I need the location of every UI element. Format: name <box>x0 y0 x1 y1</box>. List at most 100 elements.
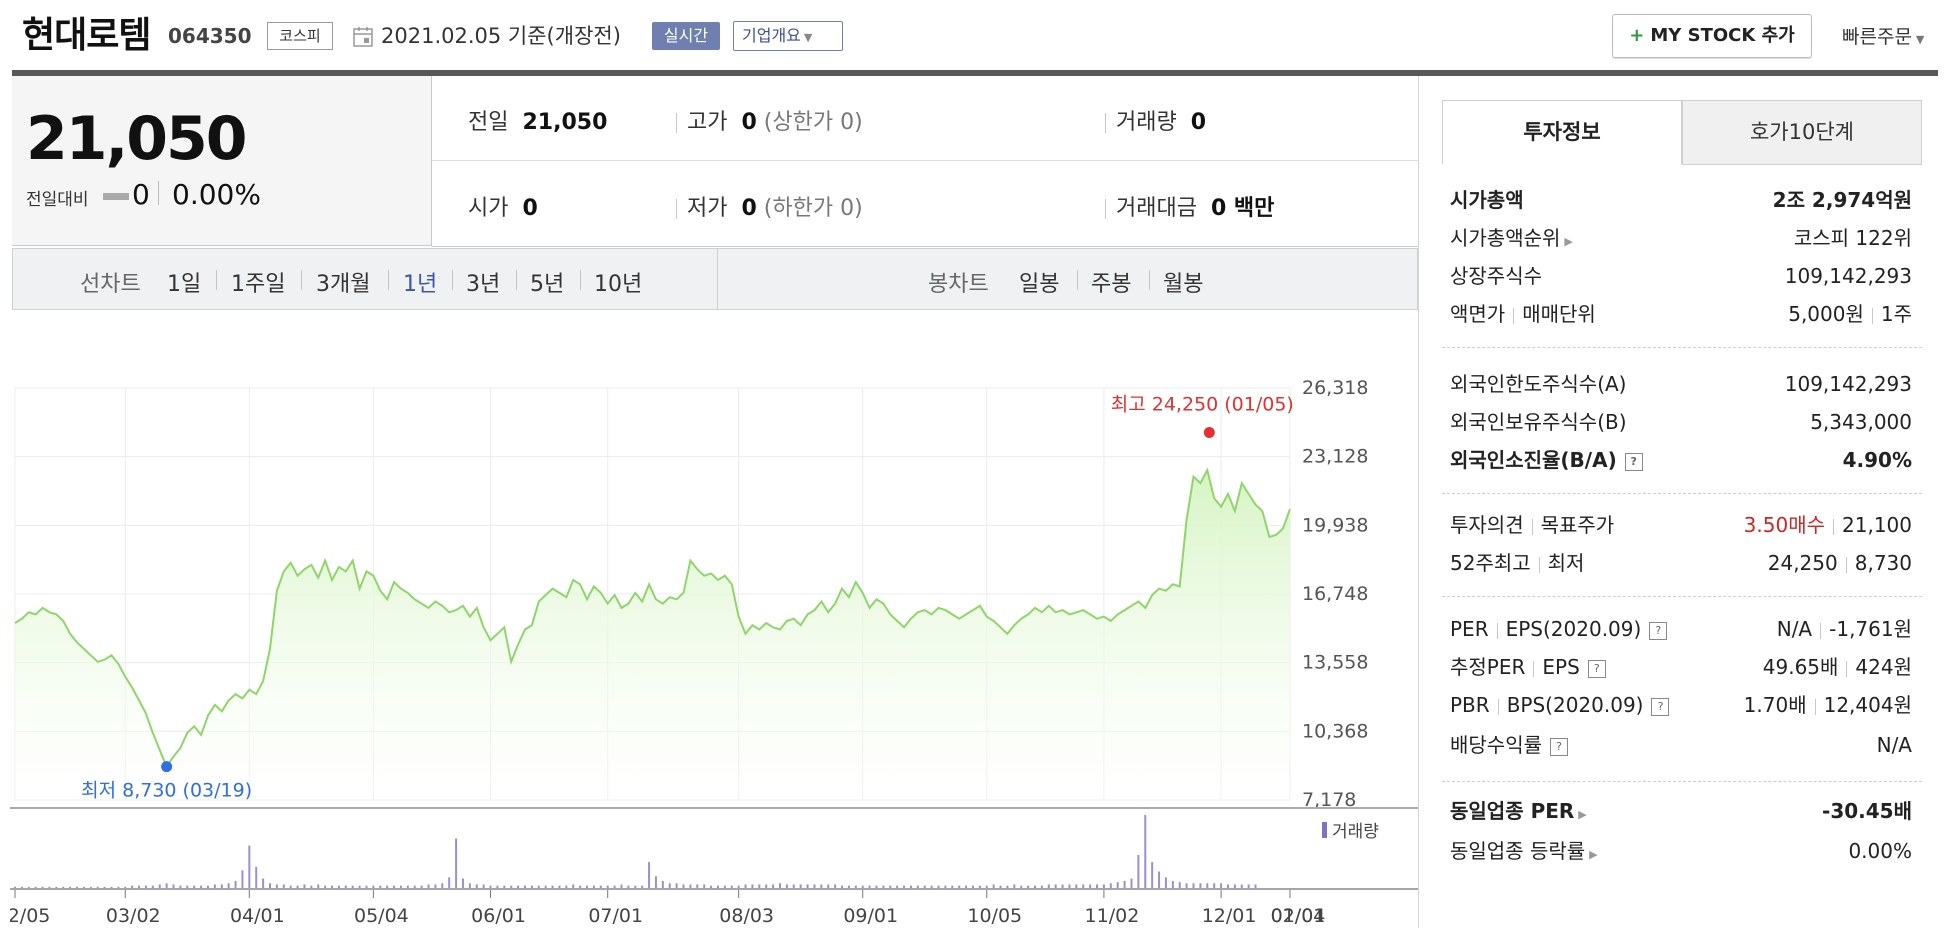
volume-bar <box>110 886 113 888</box>
chevron-right-icon[interactable]: ▶ <box>1564 235 1573 248</box>
calendar-icon <box>353 27 373 47</box>
volume-bar <box>241 870 244 888</box>
volume-bar <box>144 885 147 888</box>
tab-1week[interactable]: 1주일 <box>231 272 286 297</box>
volume-bar <box>1206 883 1209 888</box>
divider <box>1442 164 1682 165</box>
prev-close-value: 21,050 <box>522 110 608 135</box>
low-label: 저가 <box>687 196 728 221</box>
volume-bar <box>193 885 196 888</box>
volume-bar <box>406 885 409 888</box>
y-tick-label: 7,178 <box>1302 789 1356 811</box>
amount-label: 거래대금 <box>1116 196 1197 221</box>
chevron-right-icon[interactable]: ▶ <box>1578 808 1587 821</box>
industry-rate-label[interactable]: 동일업종 등락률 <box>1450 839 1586 863</box>
tab-daily-candle[interactable]: 일봉 <box>1019 272 1060 297</box>
lower-limit: (하한가 0) <box>763 196 863 221</box>
x-tick-label: 10/05 <box>967 905 1022 927</box>
volume-bar <box>654 876 657 888</box>
help-icon[interactable]: ? <box>1651 697 1670 716</box>
volume-legend-swatch <box>1322 822 1327 838</box>
open-value: 0 <box>522 196 538 221</box>
volume-bar <box>558 885 561 888</box>
target-price-value: 21,100 <box>1842 513 1912 537</box>
foreign-hold-label: 외국인보유주식수(B) <box>1450 410 1627 434</box>
target-price-label: 목표주가 <box>1540 513 1615 537</box>
volume-bar <box>1226 884 1229 888</box>
volume-bar <box>758 884 761 888</box>
tab-1day[interactable]: 1일 <box>167 272 202 297</box>
volume-bar <box>14 886 16 888</box>
volume-bar <box>1020 885 1023 888</box>
volume-label: 거래량 <box>1116 110 1177 135</box>
market-cap-rank-value: 코스피 122위 <box>1793 226 1912 250</box>
divider <box>432 160 1418 161</box>
high-price: 고가 0 (상한가 0) <box>676 104 863 136</box>
volume-bar <box>441 883 444 888</box>
low-price: 저가 0 (하한가 0) <box>676 190 863 222</box>
volume-bar <box>1047 884 1050 888</box>
volume-bar <box>372 885 375 888</box>
volume-bar <box>841 885 844 888</box>
52week-high-value: 24,250 <box>1767 551 1838 575</box>
add-mystock-button[interactable]: + MY STOCK 추가 <box>1612 14 1812 58</box>
tab-5year[interactable]: 5년 <box>530 272 565 297</box>
industry-per-label[interactable]: 동일업종 PER <box>1450 799 1575 823</box>
amount-value: 0 백만 <box>1210 196 1275 221</box>
candle-chart-label: 봉차트 <box>928 272 989 297</box>
foreign-hold-value: 5,343,000 <box>1810 410 1912 434</box>
tab-investment-info[interactable]: 투자정보 <box>1442 100 1682 165</box>
divider <box>158 181 159 205</box>
upper-limit: (상한가 0) <box>763 110 863 135</box>
tab-1year[interactable]: 1년 <box>403 272 438 297</box>
market-cap-rank-label[interactable]: 시가총액순위 <box>1450 226 1561 250</box>
volume-bar <box>27 886 30 888</box>
quick-order-button[interactable]: 빠른주문 ▼ <box>1842 22 1924 49</box>
volume-bar <box>220 884 223 888</box>
tab-3month[interactable]: 3개월 <box>316 272 371 297</box>
volume-bar <box>179 885 182 888</box>
volume-bar <box>1075 884 1078 888</box>
help-icon[interactable]: ? <box>1624 452 1643 471</box>
volume-bar <box>792 884 795 888</box>
chevron-right-icon[interactable]: ▶ <box>1589 848 1598 861</box>
volume-bar <box>1034 885 1036 888</box>
volume-bar <box>158 884 161 888</box>
volume-bar <box>1192 883 1195 888</box>
tab-weekly-candle[interactable]: 주봉 <box>1091 272 1132 297</box>
x-tick-label: 02/05 <box>10 905 50 927</box>
volume-bar <box>69 886 72 888</box>
volume-bar <box>834 884 837 888</box>
volume-bar <box>772 884 775 888</box>
volume-bar <box>1220 883 1223 888</box>
volume-bar <box>289 885 292 888</box>
price-area <box>15 470 1290 800</box>
foreign-rate-row: 외국인소진율(B/A)? 4.90% <box>1450 445 1912 475</box>
volume-bar <box>992 884 995 888</box>
volume-bar <box>592 885 595 888</box>
volume-bar <box>606 885 609 888</box>
volume-bar <box>317 884 320 888</box>
y-tick-label: 23,128 <box>1302 446 1368 468</box>
volume-bar <box>889 885 892 888</box>
tab-10year[interactable]: 10년 <box>594 272 643 297</box>
tab-order-book[interactable]: 호가10단계 <box>1682 100 1922 165</box>
volume-bar <box>213 884 216 888</box>
tab-3year[interactable]: 3년 <box>466 272 501 297</box>
volume-bar <box>399 885 402 888</box>
listed-shares-label: 상장주식수 <box>1450 264 1542 288</box>
tab-monthly-candle[interactable]: 월봉 <box>1163 272 1204 297</box>
help-icon[interactable]: ? <box>1649 621 1668 640</box>
volume-bar <box>138 885 141 888</box>
company-info-dropdown[interactable]: 기업개요 ▼ <box>733 21 843 51</box>
volume-bar <box>386 885 389 888</box>
realtime-badge[interactable]: 실시간 <box>652 22 720 50</box>
volume-bar <box>1096 884 1099 888</box>
volume-bar <box>448 877 451 888</box>
listed-shares-value: 109,142,293 <box>1784 264 1912 288</box>
volume-bar <box>785 884 788 888</box>
chart-period-tabs <box>12 248 1418 310</box>
help-icon[interactable]: ? <box>1587 659 1606 678</box>
volume-bar <box>275 884 278 888</box>
help-icon[interactable]: ? <box>1550 737 1568 756</box>
